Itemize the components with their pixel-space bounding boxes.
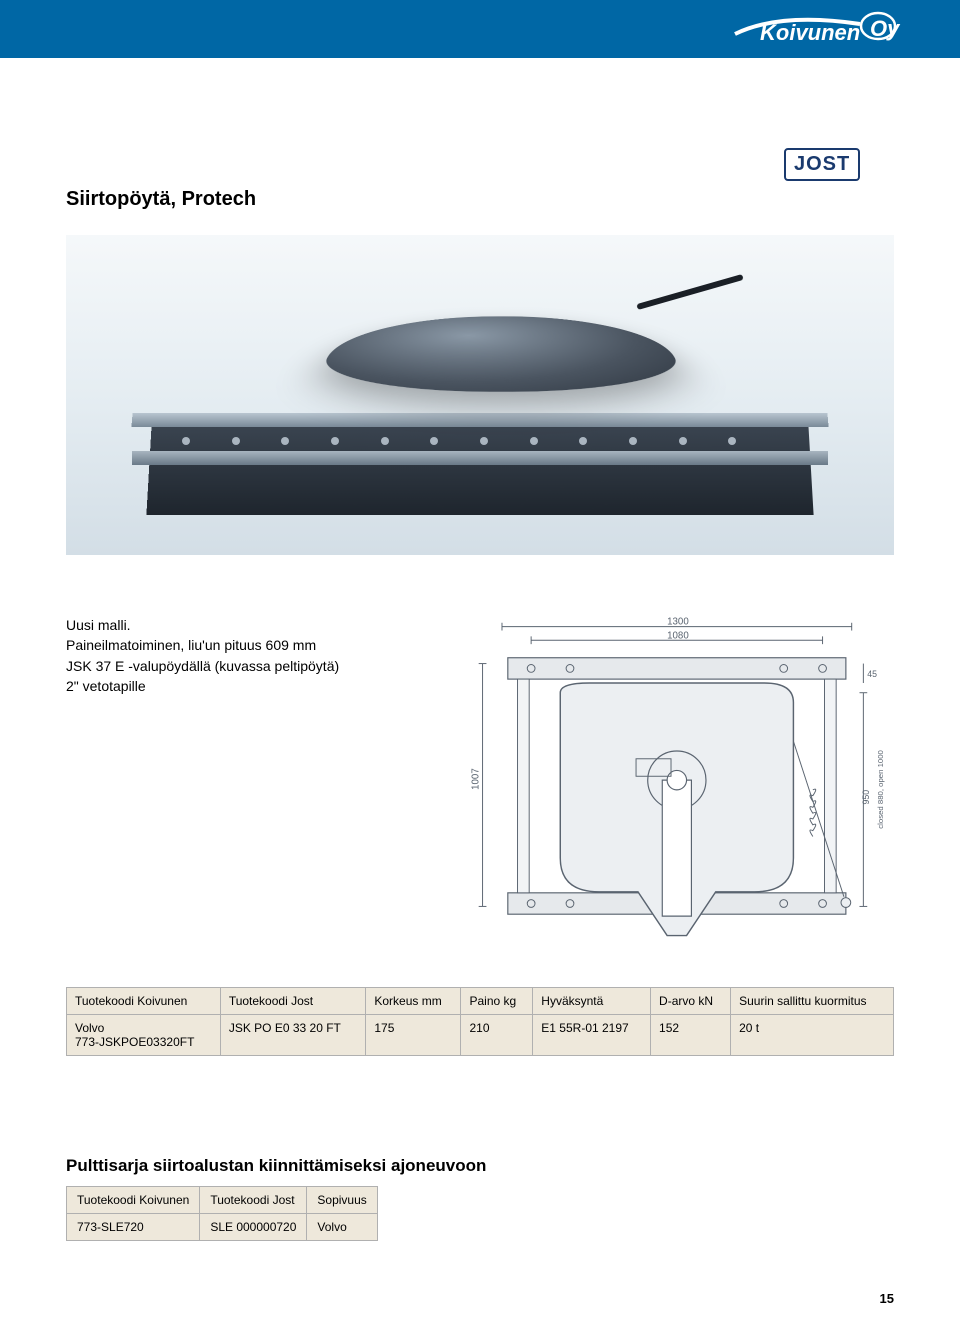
spec-col-0: Tuotekoodi Koivunen	[67, 988, 221, 1015]
spec-col-1: Tuotekoodi Jost	[220, 988, 366, 1015]
product-photo	[66, 235, 894, 555]
dim-top-outer: 1300	[667, 617, 689, 628]
bolt-table: Tuotekoodi Koivunen Tuotekoodi Jost Sopi…	[66, 1186, 378, 1241]
bolt-table-row: 773-SLE720 SLE 000000720 Volvo	[67, 1214, 378, 1241]
spec-cell-0-0: Volvo 773-JSKPOE03320FT	[67, 1015, 221, 1056]
spec-col-6: Suurin sallittu kuormitus	[731, 988, 894, 1015]
bolt-cell-0-2: Volvo	[307, 1214, 377, 1241]
dim-right-label: closed 880, open 1000	[876, 749, 885, 828]
spec-cell-0-3: 210	[461, 1015, 533, 1056]
technical-drawing: 1300 1080 1007	[460, 615, 894, 955]
bolt-cell-0-0: 773-SLE720	[67, 1214, 200, 1241]
company-name-text: Koivunen	[760, 20, 860, 45]
spec-col-2: Korkeus mm	[366, 988, 461, 1015]
desc-line-4: 2" vetotapille	[66, 676, 430, 696]
spec-table-header-row: Tuotekoodi Koivunen Tuotekoodi Jost Kork…	[67, 988, 894, 1015]
spec-table-row: Volvo 773-JSKPOE03320FT JSK PO E0 33 20 …	[67, 1015, 894, 1056]
brand-logo: JOST	[784, 148, 894, 188]
bolt-col-2: Sopivuus	[307, 1187, 377, 1214]
dim-right-mid: 950	[861, 790, 871, 805]
bolt-section-title: Pulttisarja siirtoalustan kiinnittämisek…	[66, 1156, 894, 1176]
dim-top-inner: 1080	[667, 630, 689, 641]
spec-col-5: D-arvo kN	[651, 988, 731, 1015]
spec-cell-0-4: E1 55R-01 2197	[533, 1015, 651, 1056]
desc-line-3: JSK 37 E -valupöydällä (kuvassa peltipöy…	[66, 656, 430, 676]
product-description: Uusi malli. Paineilmatoiminen, liu'un pi…	[66, 615, 430, 955]
spec-cell-0-2: 175	[366, 1015, 461, 1056]
bolt-table-header-row: Tuotekoodi Koivunen Tuotekoodi Jost Sopi…	[67, 1187, 378, 1214]
bolt-cell-0-1: SLE 000000720	[200, 1214, 307, 1241]
bolt-col-1: Tuotekoodi Jost	[200, 1187, 307, 1214]
spec-cell-0-6: 20 t	[731, 1015, 894, 1056]
spec-col-3: Paino kg	[461, 988, 533, 1015]
dim-left: 1007	[471, 768, 482, 790]
company-logo: Koivunen Oy	[730, 4, 910, 52]
page-number: 15	[0, 1291, 960, 1326]
desc-line-1: Uusi malli.	[66, 615, 430, 635]
spec-table: Tuotekoodi Koivunen Tuotekoodi Jost Kork…	[66, 987, 894, 1056]
spec-cell-0-1: JSK PO E0 33 20 FT	[220, 1015, 366, 1056]
dim-right-upper: 45	[868, 669, 878, 679]
desc-line-2: Paineilmatoiminen, liu'un pituus 609 mm	[66, 635, 430, 655]
spec-cell-0-5: 152	[651, 1015, 731, 1056]
header-bar: Koivunen Oy	[0, 0, 960, 58]
page-title: Siirtopöytä, Protech	[66, 188, 894, 211]
bolt-col-0: Tuotekoodi Koivunen	[67, 1187, 200, 1214]
spec-col-4: Hyväksyntä	[533, 988, 651, 1015]
brand-logo-text: JOST	[794, 153, 850, 175]
